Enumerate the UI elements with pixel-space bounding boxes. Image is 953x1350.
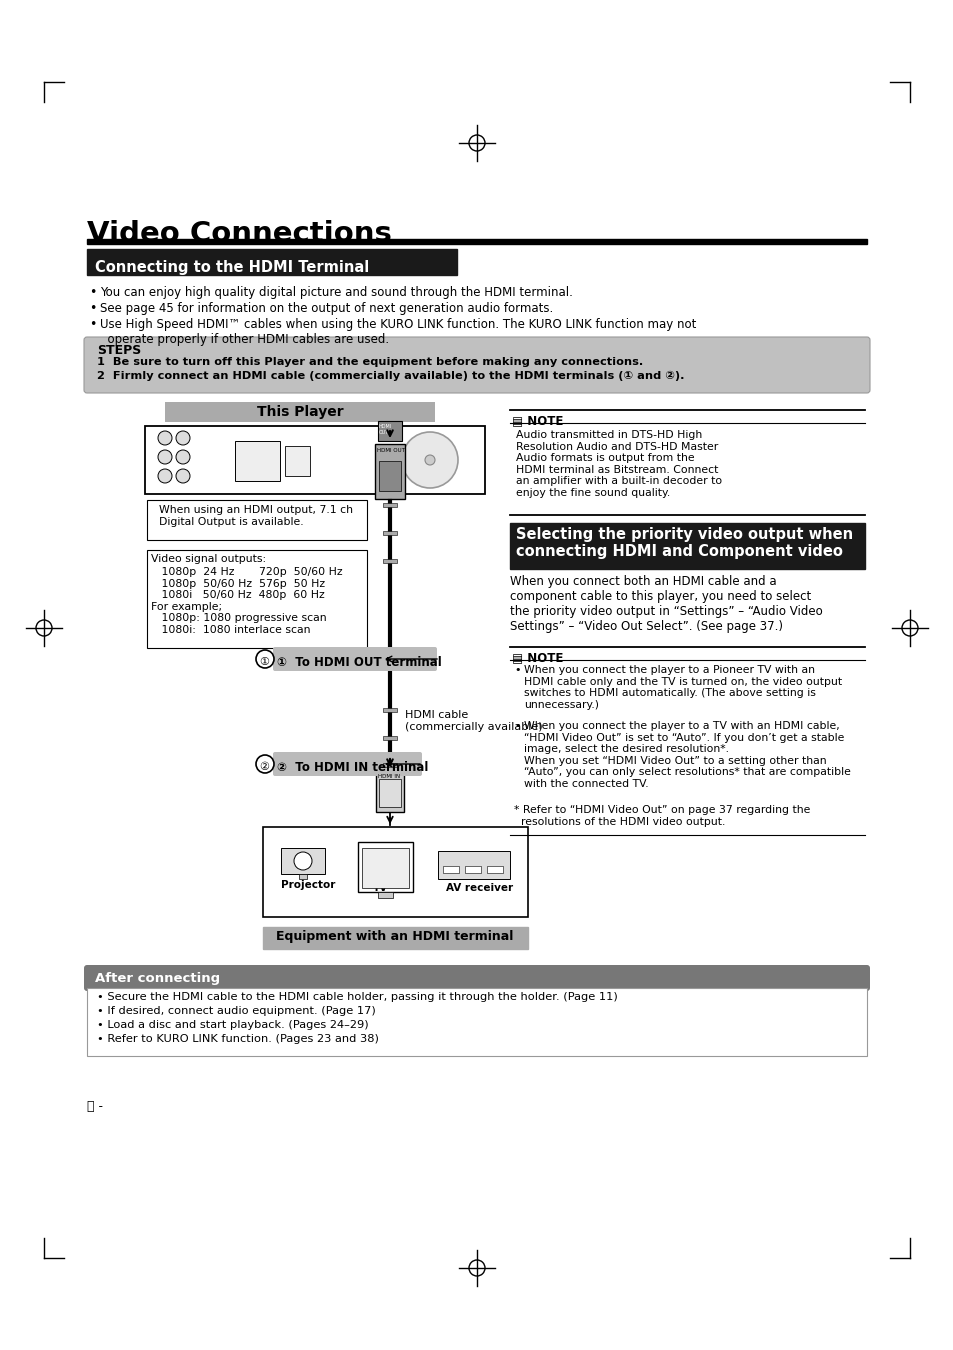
Bar	[87, 988, 866, 1056]
Text: * Refer to “HDMI Video Out” on page 37 regarding the
  resolutions of the HDMI v: * Refer to “HDMI Video Out” on page 37 r…	[514, 805, 809, 826]
Bar	[263, 927, 527, 949]
Text: HDMI OUT: HDMI OUT	[376, 448, 404, 454]
Bar	[486, 865, 502, 873]
Text: ①  To HDMI OUT terminal: ① To HDMI OUT terminal	[276, 656, 441, 670]
Text: You can enjoy high quality digital picture and sound through the HDMI terminal.: You can enjoy high quality digital pictu…	[100, 286, 572, 298]
Bar	[382, 763, 396, 767]
Text: ①: ①	[258, 657, 269, 667]
Bar	[281, 848, 325, 873]
Circle shape	[158, 468, 172, 483]
Text: • Load a disc and start playback. (Pages 24–29): • Load a disc and start playback. (Pages…	[97, 1021, 368, 1030]
FancyBboxPatch shape	[84, 965, 869, 991]
Text: Video signal outputs:: Video signal outputs:	[151, 554, 266, 564]
Circle shape	[255, 755, 274, 774]
Circle shape	[175, 431, 190, 446]
Text: When using an HDMI output, 7.1 ch
  Digital Output is available.: When using an HDMI output, 7.1 ch Digita…	[152, 505, 353, 526]
Text: ▤ NOTE: ▤ NOTE	[512, 414, 563, 427]
Text: ⓔ -: ⓔ -	[87, 1100, 103, 1112]
FancyBboxPatch shape	[273, 752, 421, 776]
Circle shape	[424, 455, 435, 464]
Bar	[375, 444, 405, 500]
Text: AV receiver: AV receiver	[446, 883, 513, 892]
Bar	[165, 402, 435, 423]
Text: •: •	[514, 721, 520, 730]
Bar	[357, 842, 413, 892]
Bar	[285, 446, 310, 477]
Text: When you connect the player to a TV with an HDMI cable,
“HDMI Video Out” is set : When you connect the player to a TV with…	[523, 721, 850, 788]
Bar	[147, 549, 367, 648]
Text: •: •	[89, 319, 96, 331]
Bar	[87, 248, 456, 275]
Bar	[378, 460, 400, 491]
Circle shape	[175, 450, 190, 464]
Bar	[442, 865, 458, 873]
Bar	[382, 736, 396, 740]
FancyBboxPatch shape	[273, 647, 436, 671]
Bar	[375, 769, 403, 811]
Bar	[361, 848, 409, 888]
Text: Equipment with an HDMI terminal: Equipment with an HDMI terminal	[276, 930, 513, 944]
Text: •: •	[514, 666, 520, 675]
Text: TV: TV	[373, 883, 388, 892]
Text: Audio transmitted in DTS-HD High
Resolution Audio and DTS-HD Master
Audio format: Audio transmitted in DTS-HD High Resolut…	[516, 431, 721, 498]
Text: Use High Speed HDMI™ cables when using the KURO LINK function. The KURO LINK fun: Use High Speed HDMI™ cables when using t…	[100, 319, 696, 346]
Text: ▤ NOTE: ▤ NOTE	[512, 651, 563, 664]
Bar	[382, 504, 396, 508]
Circle shape	[294, 852, 312, 869]
Circle shape	[175, 468, 190, 483]
Text: 1  Be sure to turn off this Player and the equipment before making any connectio: 1 Be sure to turn off this Player and th…	[97, 356, 642, 367]
Bar	[382, 707, 396, 711]
Circle shape	[158, 431, 172, 446]
Bar	[234, 441, 280, 481]
FancyBboxPatch shape	[84, 338, 869, 393]
Text: See page 45 for information on the output of next generation audio formats.: See page 45 for information on the outpu…	[100, 302, 553, 315]
Bar	[298, 873, 307, 879]
Bar	[437, 850, 510, 879]
Circle shape	[401, 432, 457, 487]
Text: When you connect both an HDMI cable and a
component cable to this player, you ne: When you connect both an HDMI cable and …	[510, 575, 821, 633]
Bar	[87, 239, 866, 244]
Text: ②: ②	[258, 761, 269, 772]
Bar	[145, 427, 484, 494]
Text: Connecting to the HDMI Terminal: Connecting to the HDMI Terminal	[95, 261, 369, 275]
Bar	[382, 531, 396, 535]
Text: HDMI IN: HDMI IN	[377, 774, 399, 779]
Text: 1080p  24 Hz       720p  50/60 Hz
   1080p  50/60 Hz  576p  50 Hz
   1080i   50/: 1080p 24 Hz 720p 50/60 Hz 1080p 50/60 Hz…	[151, 567, 342, 634]
Bar	[510, 522, 864, 568]
Bar	[464, 865, 480, 873]
Text: After connecting: After connecting	[95, 972, 220, 986]
Text: • Refer to KURO LINK function. (Pages 23 and 38): • Refer to KURO LINK function. (Pages 23…	[97, 1034, 378, 1044]
Text: • Secure the HDMI cable to the HDMI cable holder, passing it through the holder.: • Secure the HDMI cable to the HDMI cabl…	[97, 992, 618, 1002]
Text: STEPS: STEPS	[97, 344, 141, 356]
Text: •: •	[89, 302, 96, 315]
Text: Selecting the priority video output when
connecting HDMI and Component video: Selecting the priority video output when…	[516, 526, 852, 559]
Bar	[147, 500, 367, 540]
Text: When you connect the player to a Pioneer TV with an
HDMI cable only and the TV i: When you connect the player to a Pioneer…	[523, 666, 841, 710]
Bar	[382, 559, 396, 563]
Text: HDMI cable
(commercially available): HDMI cable (commercially available)	[405, 710, 542, 732]
Text: ②  To HDMI IN terminal: ② To HDMI IN terminal	[276, 761, 428, 774]
Text: •: •	[89, 286, 96, 298]
Bar	[378, 779, 400, 807]
Text: • If desired, connect audio equipment. (Page 17): • If desired, connect audio equipment. (…	[97, 1006, 375, 1017]
Text: This Player: This Player	[256, 405, 343, 418]
Circle shape	[255, 649, 274, 668]
Bar	[263, 828, 527, 917]
Text: Video Connections: Video Connections	[87, 220, 392, 248]
Bar	[377, 421, 401, 441]
Text: 2  Firmly connect an HDMI cable (commercially available) to the HDMI terminals (: 2 Firmly connect an HDMI cable (commerci…	[97, 371, 684, 381]
Text: HDMI
OUT: HDMI OUT	[378, 424, 392, 435]
Circle shape	[158, 450, 172, 464]
Text: Projector: Projector	[281, 880, 335, 890]
Bar	[377, 892, 393, 898]
